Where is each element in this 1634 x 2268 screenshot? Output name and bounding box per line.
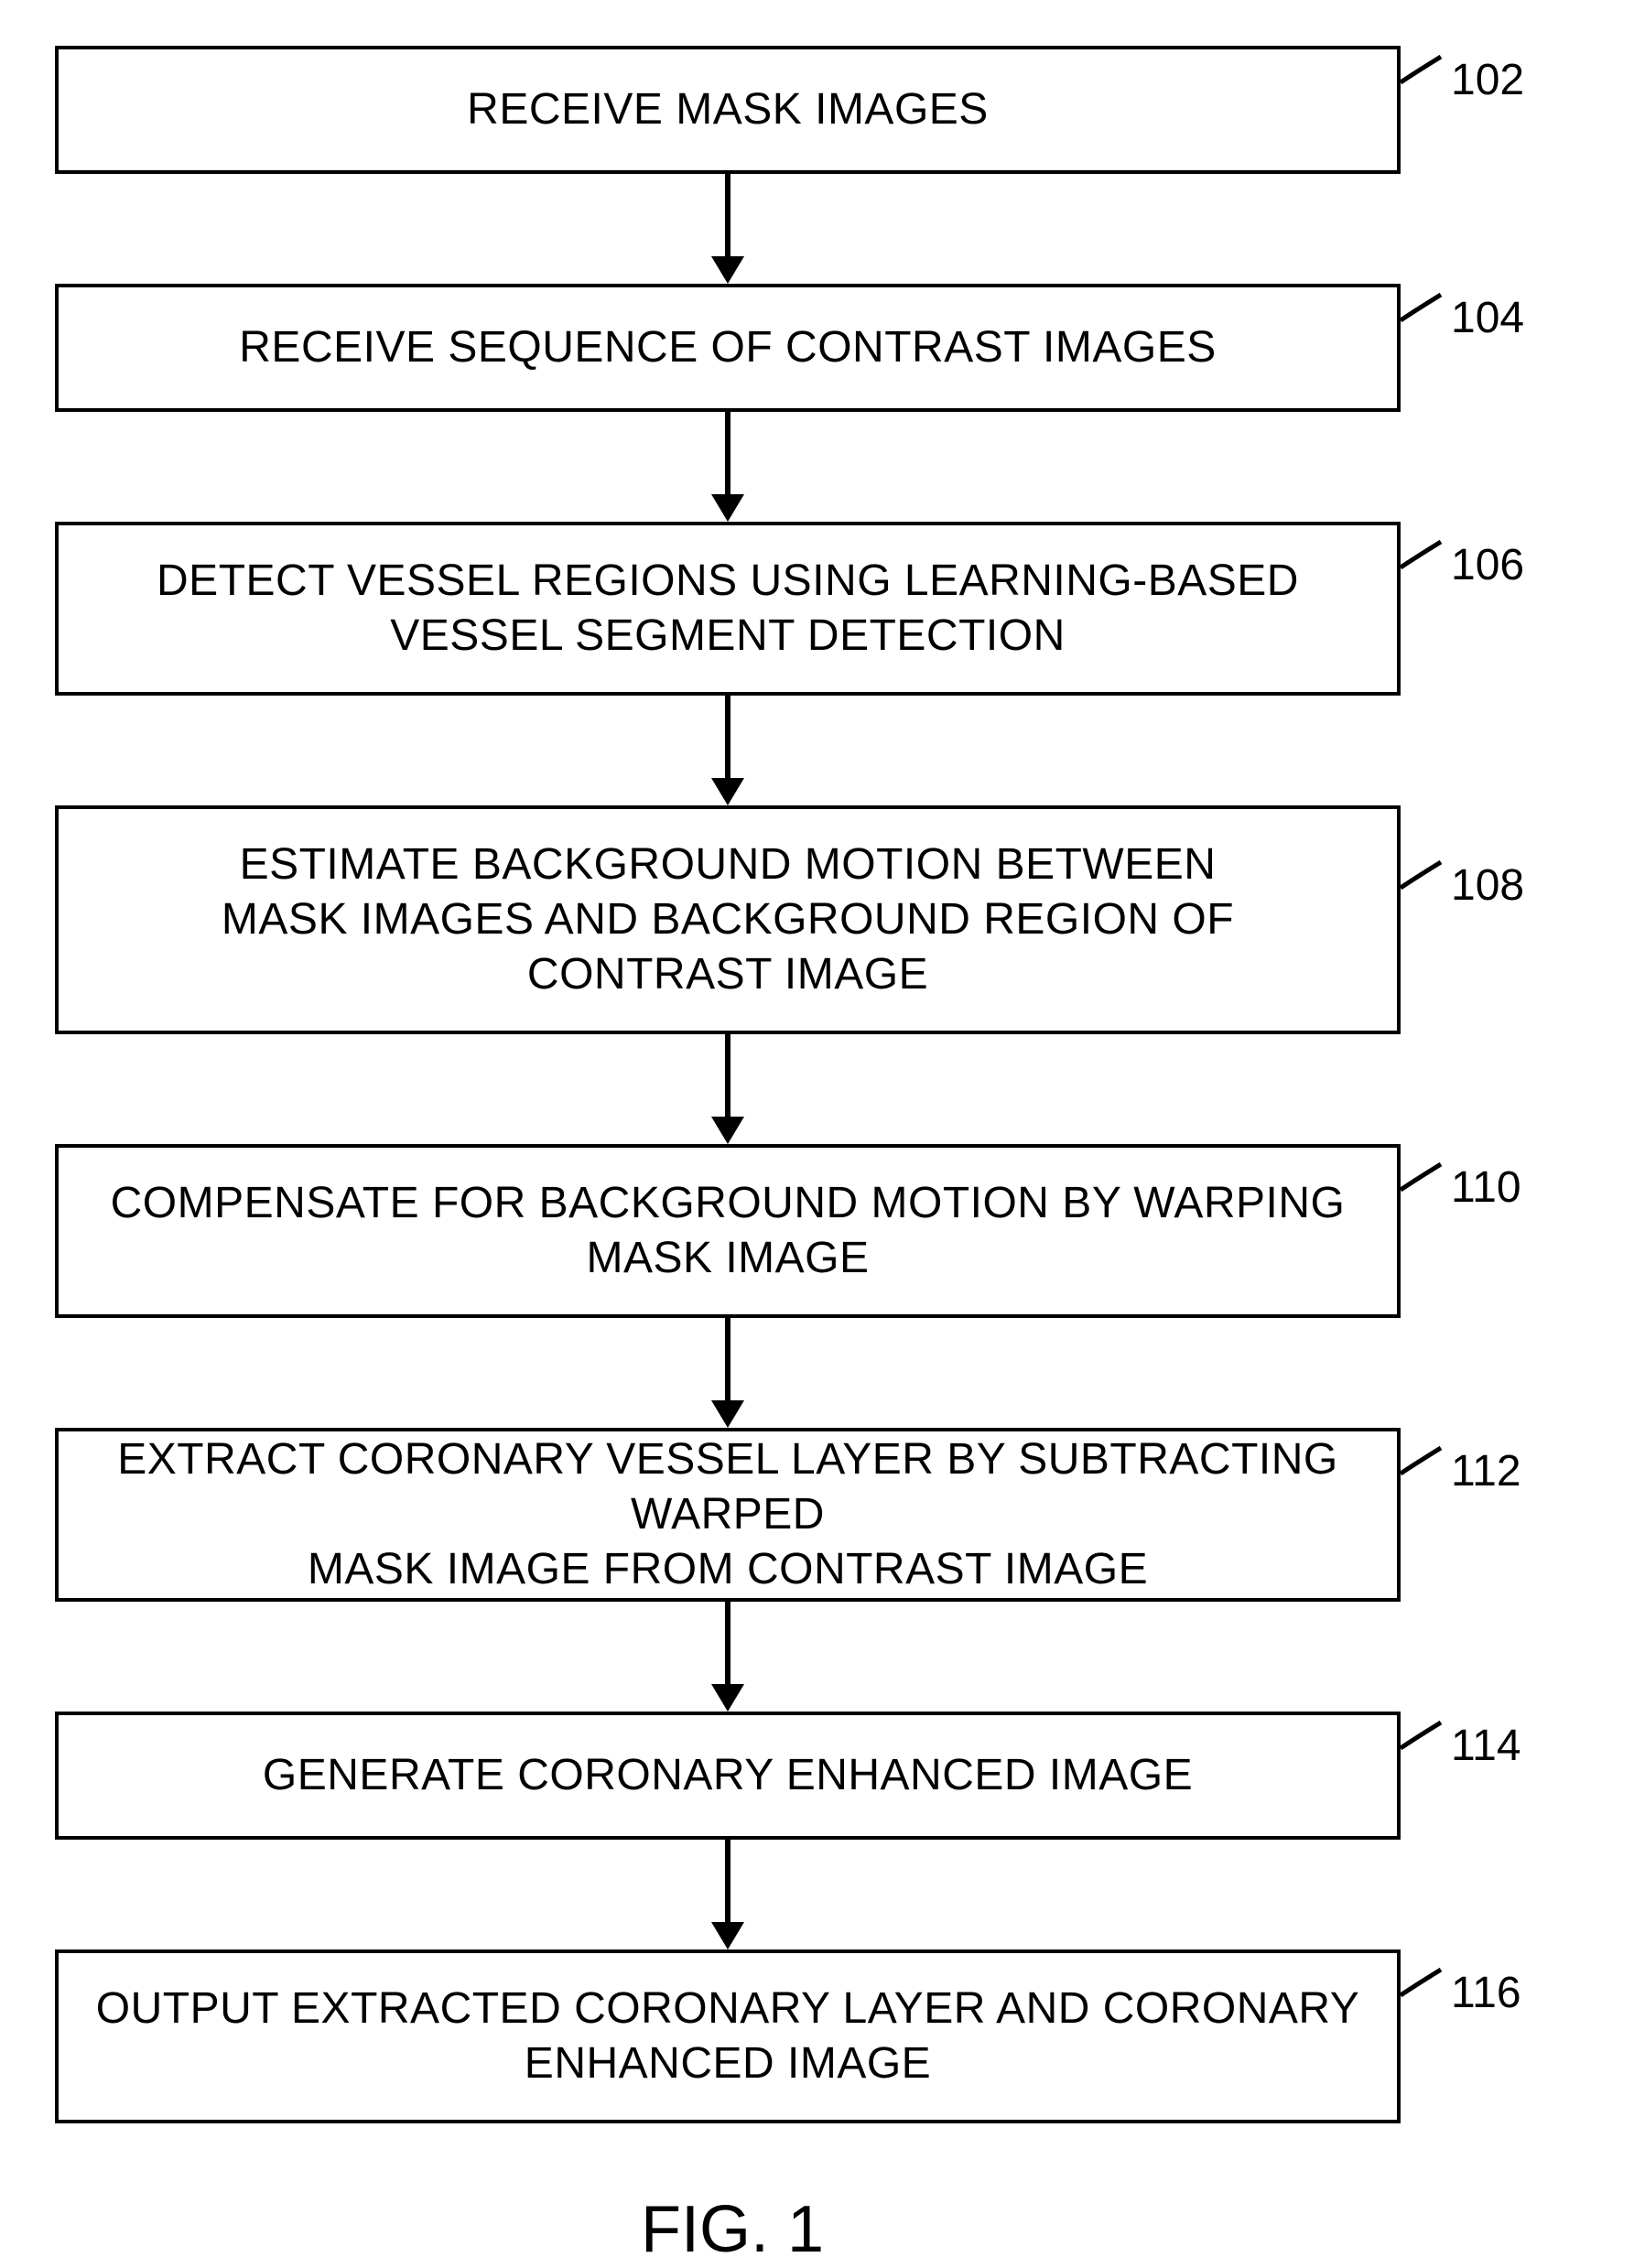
arrow-line-104-106 bbox=[725, 412, 730, 494]
leader-112 bbox=[1399, 1444, 1445, 1481]
arrow-head-110-112 bbox=[711, 1400, 744, 1428]
flow-label-114: 114 bbox=[1451, 1721, 1521, 1771]
flow-box-text-116: OUTPUT EXTRACTED CORONARY LAYER AND CORO… bbox=[96, 1982, 1359, 2091]
flow-box-text-112: EXTRACT CORONARY VESSEL LAYER BY SUBTRAC… bbox=[95, 1432, 1360, 1597]
arrow-head-112-114 bbox=[711, 1684, 744, 1712]
arrow-line-106-108 bbox=[725, 696, 730, 778]
flowchart-canvas: RECEIVE MASK IMAGES 102 RECEIVE SEQUENCE O… bbox=[0, 0, 1634, 2268]
leader-102 bbox=[1399, 53, 1445, 90]
arrow-line-102-104 bbox=[725, 174, 730, 256]
figure-title: FIG. 1 bbox=[641, 2192, 824, 2267]
flow-box-116: OUTPUT EXTRACTED CORONARY LAYER AND CORO… bbox=[55, 1949, 1401, 2123]
arrow-line-110-112 bbox=[725, 1318, 730, 1400]
arrow-head-114-116 bbox=[711, 1922, 744, 1949]
arrow-head-102-104 bbox=[711, 256, 744, 284]
arrow-head-104-106 bbox=[711, 494, 744, 522]
flow-box-112: EXTRACT CORONARY VESSEL LAYER BY SUBTRAC… bbox=[55, 1428, 1401, 1602]
arrow-head-106-108 bbox=[711, 778, 744, 805]
flow-box-102: RECEIVE MASK IMAGES bbox=[55, 46, 1401, 174]
leader-114 bbox=[1399, 1719, 1445, 1755]
flow-box-text-102: RECEIVE MASK IMAGES bbox=[467, 82, 989, 137]
arrow-head-108-110 bbox=[711, 1117, 744, 1144]
flow-label-102: 102 bbox=[1451, 55, 1524, 105]
flow-label-108: 108 bbox=[1451, 860, 1524, 911]
flow-box-114: GENERATE CORONARY ENHANCED IMAGE bbox=[55, 1712, 1401, 1840]
flow-label-106: 106 bbox=[1451, 540, 1524, 590]
flow-box-108: ESTIMATE BACKGROUND MOTION BETWEEN MASK … bbox=[55, 805, 1401, 1034]
leader-106 bbox=[1399, 538, 1445, 575]
flow-box-104: RECEIVE SEQUENCE OF CONTRAST IMAGES bbox=[55, 284, 1401, 412]
flow-box-text-106: DETECT VESSEL REGIONS USING LEARNING-BAS… bbox=[157, 554, 1299, 664]
leader-108 bbox=[1399, 859, 1445, 895]
arrow-line-114-116 bbox=[725, 1840, 730, 1922]
flow-label-110: 110 bbox=[1451, 1162, 1521, 1213]
arrow-line-108-110 bbox=[725, 1034, 730, 1117]
flow-label-116: 116 bbox=[1451, 1968, 1521, 2018]
leader-116 bbox=[1399, 1966, 1445, 2003]
flow-box-110: COMPENSATE FOR BACKGROUND MOTION BY WARP… bbox=[55, 1144, 1401, 1318]
flow-box-106: DETECT VESSEL REGIONS USING LEARNING-BAS… bbox=[55, 522, 1401, 696]
flow-label-104: 104 bbox=[1451, 293, 1524, 343]
flow-box-text-104: RECEIVE SEQUENCE OF CONTRAST IMAGES bbox=[239, 320, 1216, 375]
leader-110 bbox=[1399, 1161, 1445, 1197]
flow-box-text-110: COMPENSATE FOR BACKGROUND MOTION BY WARP… bbox=[111, 1176, 1346, 1286]
flow-box-text-108: ESTIMATE BACKGROUND MOTION BETWEEN MASK … bbox=[222, 837, 1234, 1002]
arrow-line-112-114 bbox=[725, 1602, 730, 1684]
leader-104 bbox=[1399, 291, 1445, 328]
flow-box-text-114: GENERATE CORONARY ENHANCED IMAGE bbox=[263, 1748, 1193, 1803]
flow-label-112: 112 bbox=[1451, 1446, 1521, 1496]
